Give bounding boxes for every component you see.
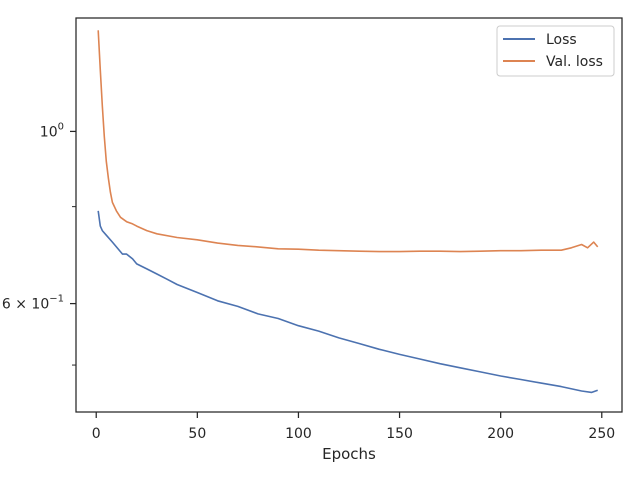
series-layer	[97, 30, 599, 394]
x-tick-label: 250	[588, 426, 615, 442]
x-tick-label: 200	[487, 426, 514, 442]
x-tick-label: 100	[285, 426, 312, 442]
x-tick-label: 150	[386, 426, 413, 442]
x-axis-title: Epochs	[322, 445, 376, 463]
plot-frame	[75, 17, 623, 413]
x-axis: 0 50 100 150 200 250	[92, 412, 615, 442]
legend-label-val-loss: Val. loss	[546, 54, 603, 70]
legend-label-loss: Loss	[546, 32, 577, 48]
y-axis: 100 6 × 10−1	[2, 121, 76, 366]
legend: Loss Val. loss	[496, 25, 615, 77]
x-tick-label: 50	[188, 426, 206, 442]
x-tick-label: 0	[92, 426, 101, 442]
series-line-loss	[97, 210, 598, 394]
series-line-val-loss	[97, 30, 599, 253]
y-tick-label: 100	[40, 121, 64, 140]
y-tick-label: 6 × 10−1	[2, 294, 64, 313]
